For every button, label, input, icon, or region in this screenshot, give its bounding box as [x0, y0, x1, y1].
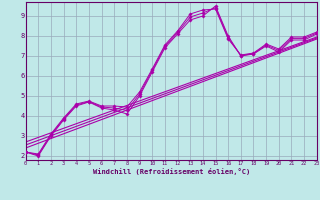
X-axis label: Windchill (Refroidissement éolien,°C): Windchill (Refroidissement éolien,°C) — [92, 168, 250, 175]
